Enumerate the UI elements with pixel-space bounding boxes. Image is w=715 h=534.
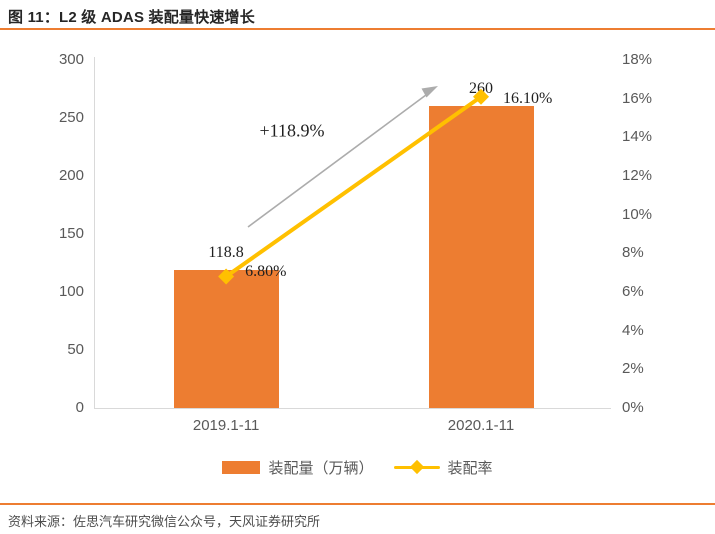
bar-2020.1-11 — [428, 106, 534, 408]
left-axis-tick-label: 300 — [58, 51, 84, 68]
right-axis-tick-label: 6% — [622, 283, 644, 300]
left-axis-tick-label: 0 — [75, 399, 84, 416]
bottom-accent-rule — [0, 503, 715, 505]
growth-annotation: +118.9% — [259, 120, 325, 141]
source-note: 资料来源：佐思汽车研究微信公众号，天风证券研究所 — [8, 514, 321, 529]
right-axis-tick-label: 14% — [622, 128, 653, 146]
legend-label-line-series: 装配率 — [447, 460, 493, 477]
x-axis-category-label: 2019.1-11 — [192, 417, 260, 434]
bar-series-swatch — [222, 461, 261, 474]
x-axis-category-label: 2020.1-11 — [447, 417, 515, 434]
legend-label-bar-series: 装配量（万辆） — [268, 460, 374, 477]
line-value-label: 6.80% — [245, 262, 287, 280]
left-axis-tick-label: 250 — [58, 109, 84, 126]
bar-2019.1-11 — [173, 270, 279, 408]
left-axis-tick-label: 50 — [67, 341, 84, 358]
right-axis-tick-label: 8% — [622, 244, 644, 262]
right-axis-tick-label: 0% — [622, 399, 644, 416]
plot-area — [94, 57, 611, 409]
top-accent-rule — [0, 28, 715, 30]
left-axis-tick-label: 200 — [58, 167, 84, 184]
right-axis-tick-label: 16% — [622, 89, 653, 107]
legend-item-bar-series: 装配量（万辆） — [222, 457, 374, 478]
left-axis-tick-label: 100 — [58, 283, 84, 300]
diamond-marker-icon — [409, 459, 424, 475]
bar-value-label: 118.8 — [208, 244, 244, 262]
line-value-label: 16.10% — [503, 89, 553, 107]
right-axis-tick-label: 18% — [622, 51, 653, 68]
left-axis-tick-label: 150 — [58, 225, 84, 242]
right-axis-tick-label: 12% — [622, 167, 653, 184]
legend-item-line-series: 装配率 — [393, 457, 493, 478]
bar-value-label: 260 — [469, 80, 493, 98]
line-diamond-swatch — [393, 459, 440, 475]
figure-title: 图 11：L2 级 ADAS 装配量快速增长 — [8, 9, 255, 26]
right-axis-tick-label: 4% — [622, 321, 644, 339]
chart-legend: 装配量（万辆） 装配率 — [0, 457, 715, 478]
right-axis-tick-label: 10% — [622, 205, 653, 223]
right-axis-tick-label: 2% — [622, 360, 644, 378]
